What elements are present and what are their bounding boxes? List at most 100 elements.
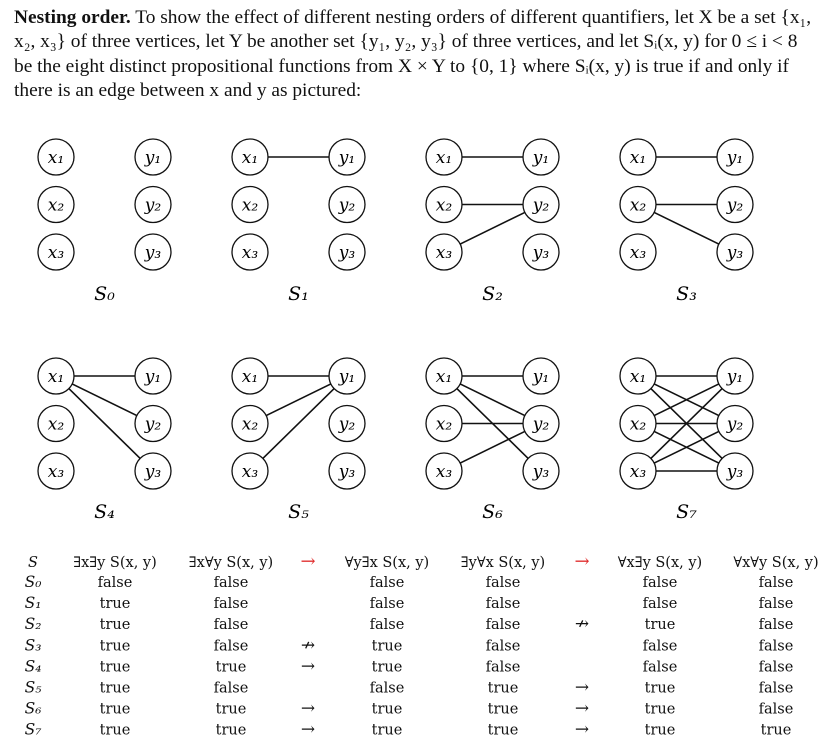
vertex-label: x₂ [630,196,647,216]
vertex-label: y₂ [726,196,744,216]
table-cell: true [100,659,131,675]
graph-7: x₁ y₁ x₂ y₂ x₃ y₃ S₇ [619,357,754,523]
graph-3: x₁ y₁ x₂ y₂ x₃ y₃ S₃ [619,138,754,305]
table-cell: true [645,702,676,718]
vertex-label: x₃ [242,462,259,482]
table-row-label: S₅ [25,679,43,697]
vertex-label: x₁ [48,367,64,387]
vertex-label: x₂ [242,196,259,216]
vertex-label: x₁ [242,367,258,387]
vertex-label: x₁ [242,148,258,168]
table-header-8: ∀x∀y S(x, y) [733,555,818,571]
graph-0: x₁ y₁ x₂ y₂ x₃ y₃ S₀ [37,138,172,305]
vertex-label: y₃ [338,243,356,263]
vertex-label: x₃ [436,243,453,263]
vertex-y3: y₃ [134,452,172,490]
table-header-0: S [28,555,38,571]
edge [650,388,723,459]
vertex-x3: x₃ [425,452,463,490]
vertex-x2: x₂ [37,404,75,443]
table-cell: ↛ [575,614,589,634]
paragraph-text: To show the effect of different nesting … [14,7,812,101]
graph-2: x₁ y₁ x₂ y₂ x₃ y₃ S₂ [425,138,560,305]
vertex-y1: y₁ [134,357,172,395]
intro-paragraph: Nesting order. To show the effect of dif… [14,6,820,103]
paragraph-heading: Nesting order. [14,7,131,28]
graph-name: S₄ [94,501,115,523]
vertex-x2: x₂ [231,185,269,224]
table-cell: false [486,575,521,591]
vertex-label: y₂ [532,196,550,216]
table-cell: false [759,681,794,697]
table-cell: → [301,720,315,740]
table-cell: false [98,575,133,591]
vertex-label: x₃ [48,243,65,263]
table-cell: true [216,723,247,739]
edge [71,383,138,417]
vertex-y1: y₁ [134,138,172,176]
table-cell: true [100,681,131,697]
vertex-label: y₁ [726,148,743,168]
vertex-x3: x₃ [231,233,269,271]
table-cell: true [645,723,676,739]
table-cell: true [100,723,131,739]
table-cell: false [643,638,678,654]
vertex-y2: y₂ [522,404,560,443]
graph-name: S₇ [676,501,697,523]
table-row-label: S₃ [25,636,42,654]
vertex-x2: x₂ [231,404,269,443]
vertex-label: x₃ [630,243,647,263]
table-cell: false [643,596,678,612]
table-cell: → [301,656,315,676]
vertex-y2: y₂ [134,185,172,224]
table-cell: true [100,702,131,718]
vertex-x3: x₃ [231,452,269,490]
table-cell: false [759,659,794,675]
vertex-label: y₁ [532,367,549,387]
table-header-5: ∃y∀x S(x, y) [461,555,545,571]
table-cell: true [488,702,519,718]
table-cell: true [761,723,792,739]
table-cell: true [372,659,403,675]
vertex-x3: x₃ [37,452,75,490]
graph-name: S₅ [288,501,309,523]
edge [653,430,720,464]
vertex-x2: x₂ [425,404,463,443]
vertex-label: x₁ [630,367,646,387]
table-cell: true [372,638,403,654]
table-cell: false [486,638,521,654]
table-header-4: ∀y∃x S(x, y) [345,555,429,571]
table-cell: true [645,681,676,697]
vertex-label: y₁ [144,148,161,168]
graph-name: S₂ [482,283,503,305]
vertex-label: y₂ [338,196,356,216]
graph-4: x₁ y₁ x₂ y₂ x₃ y₃ S₄ [37,357,172,523]
table-row-label: S₆ [25,700,42,718]
vertex-x2: x₂ [619,185,657,224]
table-cell: false [759,617,794,633]
table-cell: false [370,596,405,612]
vertex-y3: y₃ [716,452,754,490]
vertex-label: y₂ [532,415,550,435]
vertex-x1: x₁ [425,357,463,395]
vertex-y3: y₃ [522,233,560,271]
vertex-x1: x₁ [619,357,657,395]
table-cell: false [759,575,794,591]
table-cell: false [370,617,405,633]
vertex-label: y₁ [144,367,161,387]
vertex-y1: y₁ [328,357,366,395]
table-cell: false [370,681,405,697]
edge [262,388,335,459]
table-cell: true [216,659,247,675]
vertex-label: y₁ [532,148,549,168]
vertex-label: x₂ [436,196,453,216]
table-header-2: ∃x∀y S(x, y) [189,555,273,571]
vertex-label: y₃ [144,243,162,263]
vertex-x3: x₃ [619,233,657,271]
vertex-label: y₃ [726,243,744,263]
vertex-y1: y₁ [522,138,560,176]
vertex-label: x₂ [242,415,259,435]
graph-1: x₁ y₁ x₂ y₂ x₃ y₃ S₁ [231,138,366,305]
edge [653,211,720,245]
vertex-label: x₂ [48,415,65,435]
